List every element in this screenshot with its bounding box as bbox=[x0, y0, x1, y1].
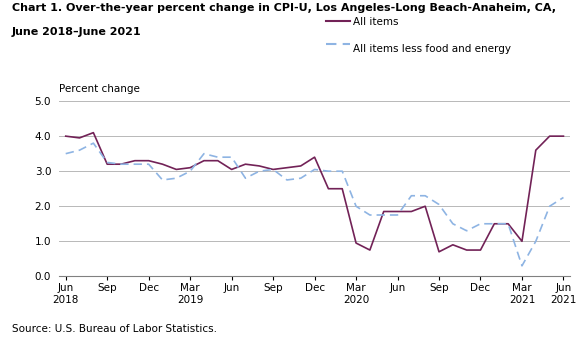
All items less food and energy bbox=[546, 204, 553, 208]
All items bbox=[463, 248, 470, 252]
All items bbox=[297, 164, 304, 168]
All items bbox=[103, 162, 111, 166]
All items bbox=[228, 167, 235, 172]
All items less food and energy bbox=[463, 229, 470, 233]
All items less food and energy bbox=[532, 239, 539, 243]
All items less food and energy bbox=[311, 167, 318, 172]
All items less food and energy bbox=[505, 222, 512, 226]
All items less food and energy bbox=[353, 204, 360, 208]
All items less food and energy bbox=[186, 169, 193, 173]
All items bbox=[269, 167, 276, 172]
All items less food and energy bbox=[339, 169, 346, 173]
All items less food and energy bbox=[394, 213, 401, 217]
All items bbox=[546, 134, 553, 138]
All items less food and energy bbox=[380, 213, 387, 217]
All items bbox=[283, 166, 290, 170]
Line: All items less food and energy: All items less food and energy bbox=[66, 143, 563, 266]
All items bbox=[201, 159, 208, 163]
All items bbox=[408, 210, 415, 214]
All items bbox=[90, 131, 97, 135]
Text: Source: U.S. Bureau of Labor Statistics.: Source: U.S. Bureau of Labor Statistics. bbox=[12, 324, 217, 334]
All items bbox=[491, 222, 498, 226]
All items bbox=[256, 164, 263, 168]
All items bbox=[477, 248, 484, 252]
All items less food and energy bbox=[256, 169, 263, 173]
All items less food and energy bbox=[159, 178, 166, 182]
All items bbox=[436, 250, 443, 254]
All items bbox=[131, 159, 138, 163]
All items less food and energy bbox=[131, 162, 138, 166]
All items bbox=[325, 187, 332, 191]
All items less food and energy bbox=[173, 176, 180, 180]
All items less food and energy bbox=[242, 176, 249, 180]
All items less food and energy bbox=[283, 178, 290, 182]
All items bbox=[118, 162, 125, 166]
All items less food and energy bbox=[76, 148, 83, 152]
Text: All items: All items bbox=[353, 17, 398, 27]
All items less food and energy bbox=[422, 194, 429, 198]
All items less food and energy bbox=[449, 222, 456, 226]
All items less food and energy bbox=[269, 167, 276, 172]
All items bbox=[505, 222, 512, 226]
Text: Percent change: Percent change bbox=[59, 84, 140, 94]
All items less food and energy bbox=[436, 203, 443, 207]
All items less food and energy bbox=[408, 194, 415, 198]
All items less food and energy bbox=[519, 264, 526, 268]
All items less food and energy bbox=[118, 162, 125, 166]
All items less food and energy bbox=[366, 213, 373, 217]
All items less food and energy bbox=[297, 176, 304, 180]
All items bbox=[214, 159, 221, 163]
All items less food and energy bbox=[228, 155, 235, 159]
All items bbox=[353, 241, 360, 245]
All items bbox=[159, 162, 166, 166]
Text: All items less food and energy: All items less food and energy bbox=[353, 44, 511, 54]
All items bbox=[519, 239, 526, 243]
All items bbox=[532, 148, 539, 152]
All items bbox=[62, 134, 69, 138]
All items bbox=[422, 204, 429, 208]
All items bbox=[311, 155, 318, 159]
All items less food and energy bbox=[477, 222, 484, 226]
All items bbox=[449, 243, 456, 247]
All items bbox=[394, 210, 401, 214]
All items bbox=[76, 136, 83, 140]
All items bbox=[242, 162, 249, 166]
All items bbox=[145, 159, 152, 163]
All items less food and energy bbox=[325, 169, 332, 173]
All items bbox=[560, 134, 567, 138]
All items less food and energy bbox=[201, 152, 208, 156]
Line: All items: All items bbox=[66, 133, 563, 252]
All items less food and energy bbox=[214, 155, 221, 159]
All items less food and energy bbox=[491, 222, 498, 226]
All items bbox=[366, 248, 373, 252]
All items bbox=[380, 210, 387, 214]
All items less food and energy bbox=[90, 141, 97, 145]
Text: June 2018–June 2021: June 2018–June 2021 bbox=[12, 27, 141, 37]
All items less food and energy bbox=[145, 162, 152, 166]
All items bbox=[186, 166, 193, 170]
All items bbox=[339, 187, 346, 191]
All items less food and energy bbox=[62, 152, 69, 156]
Text: Chart 1. Over-the-year percent change in CPI-U, Los Angeles-Long Beach-Anaheim, : Chart 1. Over-the-year percent change in… bbox=[12, 3, 556, 13]
All items less food and energy bbox=[560, 195, 567, 200]
All items bbox=[173, 167, 180, 172]
All items less food and energy bbox=[103, 160, 111, 164]
